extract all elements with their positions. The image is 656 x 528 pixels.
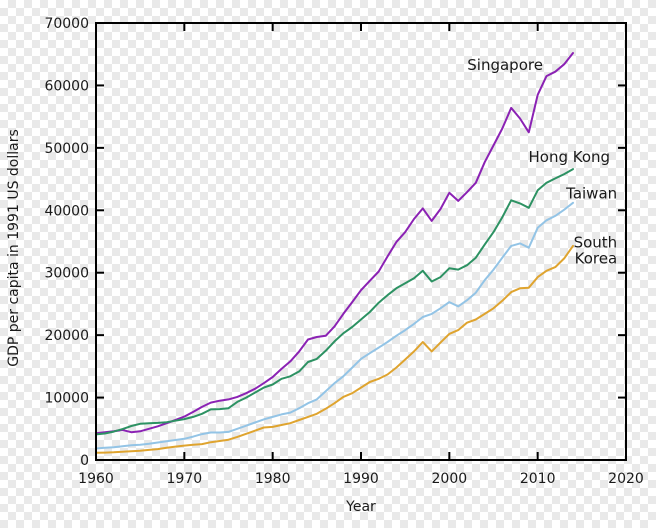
- y-tick-label: 40000: [44, 203, 89, 219]
- series-label-taiwan: Taiwan: [565, 184, 617, 202]
- y-tick-label: 60000: [44, 78, 89, 94]
- series-line-hong-kong: [95, 168, 574, 436]
- x-tick-label: 2020: [608, 471, 644, 487]
- x-tick-label: 2010: [520, 471, 556, 487]
- y-tick-label: 70000: [44, 16, 89, 32]
- x-tick-label: 1990: [343, 471, 379, 487]
- series-line-singapore: [95, 52, 574, 435]
- y-axis-title: GDP per capita in 1991 US dollars: [6, 129, 22, 367]
- x-tick-label: 1960: [78, 471, 114, 487]
- y-tick-label: 20000: [44, 328, 89, 344]
- series-label-singapore: Singapore: [467, 56, 543, 74]
- plot-border: [95, 22, 627, 461]
- x-axis-title: Year: [345, 499, 376, 515]
- series-label-korea: Korea: [575, 250, 618, 268]
- series-label-hong kong: Hong Kong: [529, 148, 611, 166]
- y-tick-label: 50000: [44, 141, 89, 157]
- x-tick-label: 1970: [167, 471, 203, 487]
- series-line-south-korea: [95, 244, 574, 454]
- series-line-taiwan: [95, 201, 574, 450]
- x-tick-label: 1980: [255, 471, 291, 487]
- y-tick-label: 0: [80, 453, 89, 469]
- y-tick-label: 30000: [44, 266, 89, 282]
- x-tick-label: 2000: [432, 471, 468, 487]
- series-label-south: South: [574, 234, 618, 252]
- y-tick-label: 10000: [44, 391, 89, 407]
